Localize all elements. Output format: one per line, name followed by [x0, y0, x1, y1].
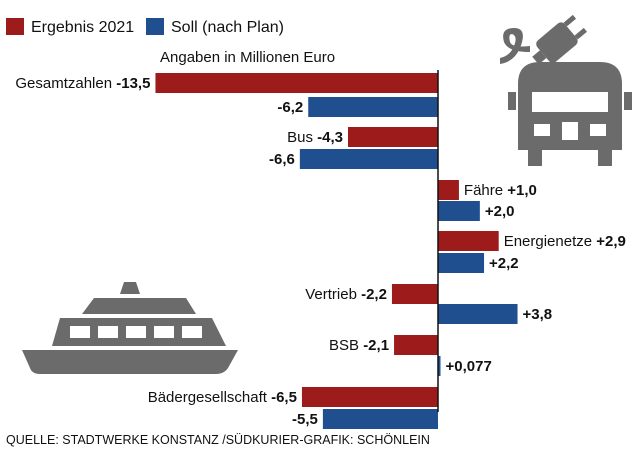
bar-gesamtzahlen-soll — [308, 97, 438, 117]
value-label-vertrieb-ergebnis: Vertrieb -2,2 — [305, 286, 387, 303]
bar-energienetze-ergebnis — [438, 231, 499, 251]
value-label-bsb-soll: +0,077 — [446, 358, 492, 375]
ferry-icon — [22, 282, 238, 374]
category-label-vertrieb: Vertrieb — [305, 286, 361, 303]
bar-fahre-soll — [438, 201, 480, 221]
value-label-fahre-soll: +2,0 — [485, 203, 515, 220]
legend: Ergebnis 2021 Soll (nach Plan) — [6, 18, 284, 36]
bar-fahre-ergebnis — [438, 180, 459, 200]
bar-energienetze-soll — [438, 253, 485, 273]
chart-subtitle: Angaben in Millionen Euro — [160, 49, 335, 66]
bar-badergesellschaft-soll — [322, 409, 438, 429]
source-note: QUELLE: STADTWERKE KONSTANZ /SÜDKURIER-G… — [6, 433, 430, 447]
value-label-gesamtzahlen-soll: -6,2 — [277, 99, 303, 116]
value-label-energienetze-soll: +2,2 — [489, 255, 519, 272]
category-label-gesamtzahlen: Gesamtzahlen — [15, 75, 116, 92]
category-label-bus: Bus — [287, 129, 317, 146]
value-label-bus-soll: -6,6 — [269, 151, 295, 168]
bar-vertrieb-soll — [438, 304, 518, 324]
value-label-fahre-ergebnis: Fähre +1,0 — [464, 182, 537, 199]
value-label-badergesellschaft-soll: -5,5 — [292, 411, 318, 428]
legend-label-soll: Soll (nach Plan) — [171, 19, 284, 36]
bar-bus-soll — [299, 149, 438, 169]
bar-badergesellschaft-ergebnis — [301, 387, 438, 407]
value-label-badergesellschaft-ergebnis: Bädergesellschaft -6,5 — [148, 389, 297, 406]
category-label-fahre: Fähre — [464, 182, 507, 199]
legend-label-ergebnis: Ergebnis 2021 — [31, 19, 134, 36]
value-label-vertrieb-soll: +3,8 — [523, 306, 553, 323]
bars-group: Gesamtzahlen -13,5 -6,2 Bus -4,3 -6,6 Fähre … — [15, 73, 626, 429]
category-label-bsb: BSB — [329, 337, 363, 354]
value-label-gesamtzahlen-ergebnis: Gesamtzahlen -13,5 — [15, 75, 150, 92]
value-label-bus-ergebnis: Bus -4,3 — [287, 129, 343, 146]
bar-bsb-ergebnis — [394, 335, 438, 355]
bar-gesamtzahlen-ergebnis — [155, 73, 438, 93]
bar-bsb-soll — [438, 356, 441, 376]
bar-vertrieb-ergebnis — [391, 284, 438, 304]
electric-bus-icon — [500, 14, 632, 166]
legend-swatch-ergebnis — [6, 18, 24, 35]
value-label-energienetze-ergebnis: Energienetze +2,9 — [504, 233, 626, 250]
legend-swatch-soll — [146, 18, 164, 35]
category-label-badergesellschaft: Bädergesellschaft — [148, 389, 271, 406]
bar-bus-ergebnis — [348, 127, 438, 147]
value-label-bsb-ergebnis: BSB -2,1 — [329, 337, 389, 354]
category-label-energienetze: Energienetze — [504, 233, 597, 250]
